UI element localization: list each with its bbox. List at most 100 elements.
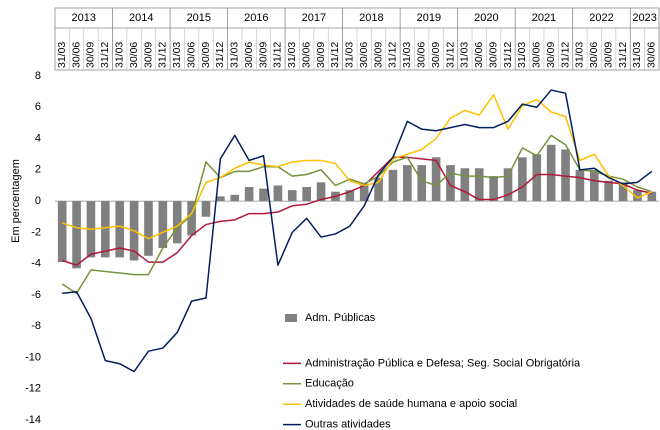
x-tick-label: 31/03 [344, 42, 356, 68]
bar [532, 154, 542, 202]
legend-label: Outras atividades [305, 419, 391, 430]
y-tick-label: -4 [31, 258, 41, 270]
bar [618, 182, 628, 202]
x-tick-label: 30/09 [372, 42, 384, 68]
year-label: 2022 [589, 12, 613, 24]
bar [374, 177, 383, 202]
x-tick-label: 30/06 [243, 42, 255, 68]
x-tick-label: 31/12 [444, 42, 456, 68]
bar [503, 168, 513, 202]
x-tick-label: 31/12 [157, 42, 169, 68]
bar [561, 149, 570, 202]
x-tick-label: 30/06 [300, 42, 312, 68]
year-label: 2019 [417, 12, 441, 24]
year-label: 2015 [187, 12, 211, 24]
legend-label: Administração Pública e Defesa; Seg. Soc… [305, 357, 581, 369]
x-tick-label: 31/12 [617, 42, 629, 68]
bar [259, 188, 268, 202]
x-tick-label: 30/09 [545, 42, 557, 68]
bar [431, 157, 441, 202]
x-tick-label: 30/09 [602, 42, 614, 68]
x-tick-label: 30/09 [142, 42, 154, 68]
line [61, 156, 652, 266]
bar [244, 187, 254, 202]
x-tick-label: 30/09 [85, 42, 97, 68]
y-tick-label: -14 [25, 414, 41, 426]
bar [158, 201, 168, 248]
bar [144, 201, 153, 256]
x-tick-label: 30/09 [315, 42, 327, 68]
x-tick-label: 31/03 [631, 42, 643, 68]
x-tick-label: 31/03 [286, 42, 298, 68]
y-tick-label: 4 [35, 132, 41, 144]
bar [216, 196, 225, 202]
bar [115, 201, 125, 258]
bar [172, 201, 182, 244]
x-tick-label: 30/06 [646, 42, 658, 68]
x-tick-label: 31/12 [559, 42, 571, 68]
year-label: 2014 [129, 12, 153, 24]
y-axis-label: Em percentagem [10, 159, 22, 243]
bar [647, 191, 657, 202]
y-tick-label: 2 [35, 164, 41, 176]
x-tick-label: 30/06 [70, 42, 82, 68]
y-tick-label: -8 [31, 320, 41, 332]
x-tick-label: 31/12 [99, 42, 111, 68]
bar [633, 190, 642, 202]
y-tick-label: -10 [25, 351, 41, 363]
x-tick-label: 31/12 [502, 42, 514, 68]
year-label: 2020 [474, 12, 498, 24]
x-tick-label: 31/03 [516, 42, 528, 68]
x-tick-label: 30/06 [473, 42, 485, 68]
bar [518, 157, 527, 202]
bar [460, 168, 470, 202]
year-label: 2021 [532, 12, 556, 24]
legend-swatch [285, 314, 297, 322]
bar [589, 169, 599, 202]
year-label: 2013 [72, 12, 96, 24]
x-tick-label: 31/12 [214, 42, 226, 68]
year-label: 2023 [632, 12, 656, 24]
bar [474, 168, 484, 202]
bar [287, 190, 297, 202]
bar [388, 169, 398, 202]
x-tick-label: 31/12 [329, 42, 341, 68]
x-tick-label: 31/03 [229, 42, 241, 68]
x-tick-label: 30/06 [415, 42, 427, 68]
x-tick-label: 30/09 [257, 42, 269, 68]
bar [546, 144, 556, 202]
legend-label: Educação [305, 378, 354, 390]
bar [417, 165, 427, 202]
legend-label: Adm. Públicas [305, 312, 376, 324]
bar [316, 182, 326, 202]
y-tick-label: 8 [35, 70, 41, 82]
year-label: 2017 [302, 12, 326, 24]
x-tick-label: 30/09 [200, 42, 212, 68]
year-label: 2016 [244, 12, 268, 24]
x-tick-label: 30/06 [588, 42, 600, 68]
x-tick-label: 30/06 [531, 42, 543, 68]
y-tick-label: 0 [35, 195, 41, 207]
x-tick-label: 31/03 [459, 42, 471, 68]
x-tick-label: 31/03 [401, 42, 413, 68]
y-tick-label: -12 [25, 383, 41, 395]
line [62, 89, 653, 373]
x-tick-label: 31/03 [113, 42, 125, 68]
x-tick-label: 31/12 [272, 42, 284, 68]
bar [489, 176, 498, 202]
x-tick-label: 30/06 [185, 42, 197, 68]
bar [575, 169, 585, 202]
x-tick-label: 30/09 [487, 42, 499, 68]
y-tick-label: -6 [31, 289, 41, 301]
bar [72, 201, 81, 269]
x-tick-label: 31/12 [387, 42, 399, 68]
bar [446, 165, 455, 202]
bar [302, 187, 311, 202]
line [61, 134, 653, 295]
bar [187, 201, 196, 236]
x-tick-label: 30/06 [358, 42, 370, 68]
year-label: 2018 [359, 12, 383, 24]
line [61, 94, 653, 240]
bar [345, 190, 355, 202]
